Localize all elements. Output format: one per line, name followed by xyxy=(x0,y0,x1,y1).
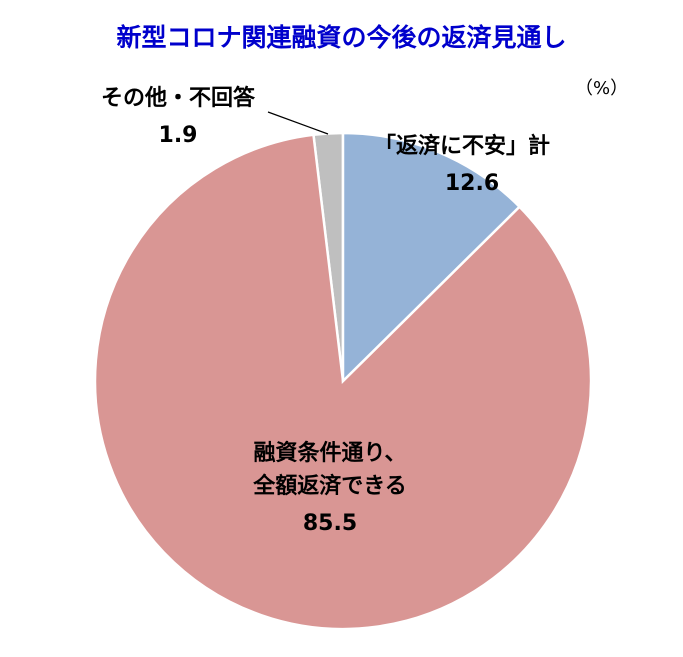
chart-title: 新型コロナ関連融資の今後の返済見通し xyxy=(116,23,567,52)
pie-slice xyxy=(341,131,522,384)
slice-label: その他・不回答 xyxy=(100,86,256,111)
value-label: 1.9 xyxy=(158,123,198,148)
value-label: 85.5 xyxy=(302,511,358,536)
leader-line xyxy=(267,111,329,135)
unit-label: （%） xyxy=(575,78,629,99)
slice-label: 「返済に不安」計 xyxy=(373,134,551,159)
value-label: 12.6 xyxy=(444,171,500,196)
slice-label: 融資条件通り、 全額返済できる xyxy=(253,441,407,499)
